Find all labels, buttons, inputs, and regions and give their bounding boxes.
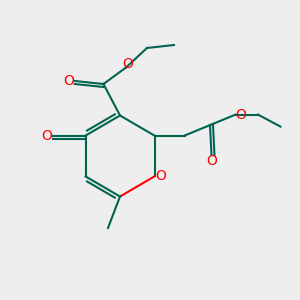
- Text: O: O: [64, 74, 74, 88]
- Text: O: O: [122, 57, 133, 71]
- Text: O: O: [42, 129, 52, 142]
- Text: O: O: [156, 169, 167, 183]
- Text: O: O: [236, 108, 246, 122]
- Text: O: O: [206, 154, 217, 168]
